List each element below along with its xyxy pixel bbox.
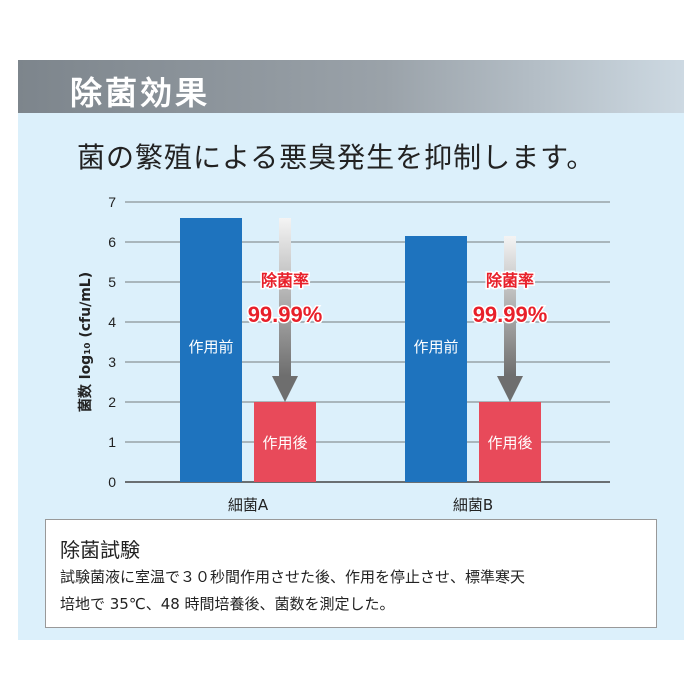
bar-label: 作用後 (262, 434, 307, 452)
mark-layer (180, 218, 541, 482)
reduction-arrow-shaft (504, 236, 516, 376)
section-title: 除菌効果 (70, 74, 211, 112)
y-tick-label: 2 (108, 394, 116, 410)
y-axis-label: 菌数 log₁₀ (cfu/mL) (77, 272, 94, 412)
bar-label: 作用前 (188, 338, 233, 356)
annotation-label: 除菌率 (261, 271, 309, 290)
y-tick-label: 0 (108, 474, 116, 490)
bar-before (405, 236, 467, 482)
headline: 菌の繁殖による悪臭発生を抑制します。 (77, 141, 596, 174)
y-tick-label: 3 (108, 354, 116, 370)
x-category-label: 細菌B (453, 496, 493, 514)
y-tick-label: 4 (108, 314, 116, 330)
test-info-title: 除菌試験 (60, 538, 140, 562)
reduction-arrow-head (272, 376, 298, 402)
test-info-box: 除菌試験 試験菌液に室温で３０秒間作用させた後、作用を停止させ、標準寒天 培地で… (45, 519, 657, 628)
annotation-value: 99.99% (473, 302, 548, 327)
test-info-text: 試験菌液に室温で３０秒間作用させた後、作用を停止させ、標準寒天 培地で 35℃、… (60, 568, 526, 613)
x-category-label: 細菌A (228, 496, 269, 514)
bar-label: 作用前 (413, 338, 458, 356)
section-header: 除菌効果 (18, 60, 684, 113)
y-tick-label: 5 (108, 274, 116, 290)
content-panel: 除菌効果 菌の繁殖による悪臭発生を抑制します。 0 1 2 3 4 5 6 7 菌数 log₁₀… (18, 60, 684, 640)
reduction-arrow-head (497, 376, 523, 402)
annotation-value: 99.99% (248, 302, 323, 327)
bar-label: 作用後 (487, 434, 532, 452)
bar-after (479, 402, 541, 482)
y-tick-label: 7 (108, 194, 116, 210)
y-tick-label: 1 (108, 434, 116, 450)
y-tick-label: 6 (108, 234, 116, 250)
reduction-arrow-shaft (279, 218, 291, 376)
bar-after (254, 402, 316, 482)
bar-before (180, 218, 242, 482)
annotation-label: 除菌率 (486, 271, 534, 290)
